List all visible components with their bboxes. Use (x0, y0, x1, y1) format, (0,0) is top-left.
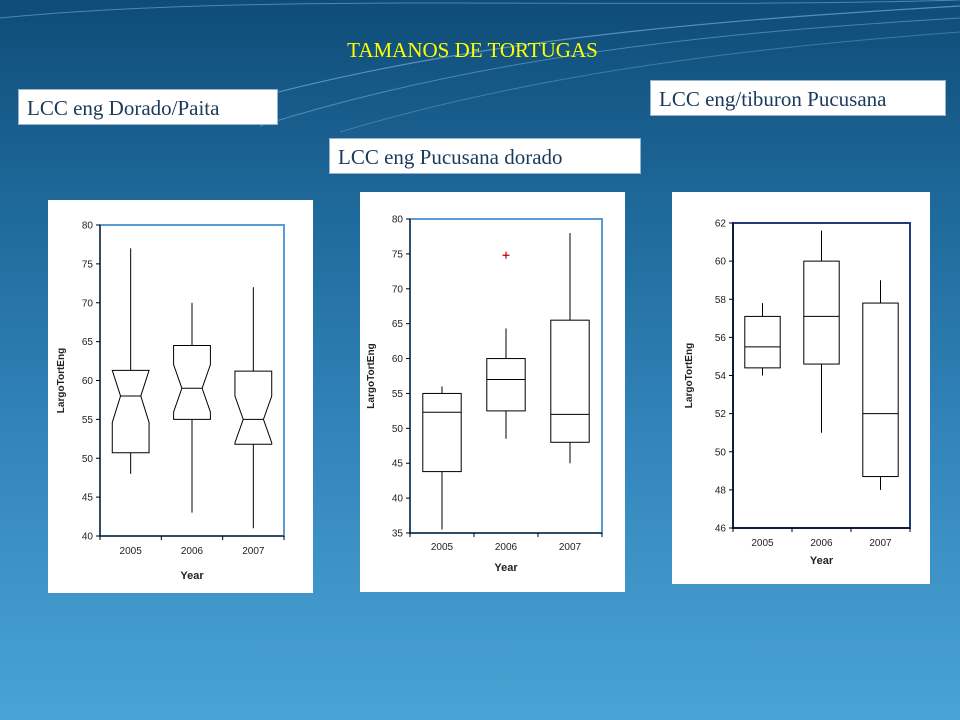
x-tick-label: 2006 (181, 546, 204, 557)
x-tick-label: 2005 (120, 546, 143, 557)
x-axis-title: Year (180, 570, 204, 582)
x-tick-label: 2006 (810, 538, 833, 549)
y-tick-label: 56 (715, 333, 727, 344)
y-tick-label: 52 (715, 409, 727, 420)
y-axis-title: LargoTortEng (56, 348, 67, 413)
label-dorado-paita: LCC eng Dorado/Paita (18, 89, 278, 125)
box-2007 (234, 370, 273, 445)
outlier-marker (502, 251, 510, 259)
y-tick-label: 45 (392, 459, 404, 470)
label-tiburon-pucusana: LCC eng/tiburon Pucusana (650, 80, 946, 116)
label-pucusana-dorado: LCC eng Pucusana dorado (329, 138, 641, 174)
y-tick-label: 55 (392, 389, 404, 400)
y-tick-label: 50 (82, 454, 94, 465)
y-tick-label: 50 (392, 424, 404, 435)
boxplot-panel-pucusana-dorado: 35 40 45 50 55 60 65 70 75 80 2005 2006 2007 Year Larg… (360, 192, 625, 592)
y-tick-label: 75 (82, 259, 94, 270)
y-tick-label: 54 (715, 371, 727, 382)
y-tick-label: 80 (82, 221, 94, 232)
box-2005 (422, 392, 462, 473)
y-tick-label: 48 (715, 485, 727, 496)
y-tick-label: 40 (392, 494, 404, 505)
y-tick-label: 70 (82, 298, 94, 309)
box-2007 (862, 302, 899, 478)
y-axis-title: LargoTortEng (366, 343, 377, 408)
y-tick-label: 50 (715, 447, 727, 458)
y-tick-label: 65 (392, 319, 404, 330)
y-tick-label: 55 (82, 415, 94, 426)
box-2005 (111, 369, 150, 454)
boxplot-chart-pucusana-dorado: 35 40 45 50 55 60 65 70 75 80 2005 2006 2007 Year Larg… (366, 215, 603, 574)
box-2006 (173, 345, 211, 420)
slide-title: TAMANOS DE TORTUGAS (347, 38, 598, 62)
boxplot-panel-dorado-paita: 40 45 50 55 60 65 70 75 80 2005 2006 2007 Year LargoT… (48, 200, 313, 593)
x-tick-label: 2005 (751, 538, 774, 549)
x-tick-label: 2007 (559, 542, 582, 553)
y-tick-label: 35 (392, 529, 404, 540)
y-tick-label: 80 (392, 215, 404, 226)
box-2007 (550, 319, 590, 443)
x-axis-title: Year (810, 555, 834, 567)
y-tick-label: 65 (82, 337, 94, 348)
y-axis-title: LargoTortEng (684, 343, 695, 408)
y-tick-label: 60 (82, 376, 94, 387)
y-tick-label: 40 (82, 532, 94, 543)
boxplot-chart-dorado-paita: 40 45 50 55 60 65 70 75 80 2005 2006 2007 Year LargoT… (56, 221, 285, 582)
y-tick-label: 60 (392, 354, 404, 365)
box-2006 (486, 358, 526, 412)
box-2005 (744, 315, 781, 369)
x-axis-title: Year (494, 562, 518, 574)
y-tick-label: 70 (392, 284, 404, 295)
boxplot-chart-tiburon-pucusana: 46 48 50 52 54 56 58 60 62 2005 2006 2007 Year LargoT… (684, 219, 911, 567)
x-tick-label: 2005 (431, 542, 454, 553)
x-tick-label: 2007 (869, 538, 892, 549)
y-tick-label: 60 (715, 257, 727, 268)
x-tick-label: 2007 (242, 546, 265, 557)
y-tick-label: 58 (715, 295, 727, 306)
box-2006 (803, 260, 840, 365)
boxplot-panel-tiburon-pucusana: 46 48 50 52 54 56 58 60 62 2005 2006 2007 Year LargoT… (672, 192, 930, 584)
y-tick-label: 62 (715, 219, 727, 230)
y-tick-label: 46 (715, 524, 727, 535)
y-tick-label: 45 (82, 493, 94, 504)
x-tick-label: 2006 (495, 542, 518, 553)
y-tick-label: 75 (392, 249, 404, 260)
